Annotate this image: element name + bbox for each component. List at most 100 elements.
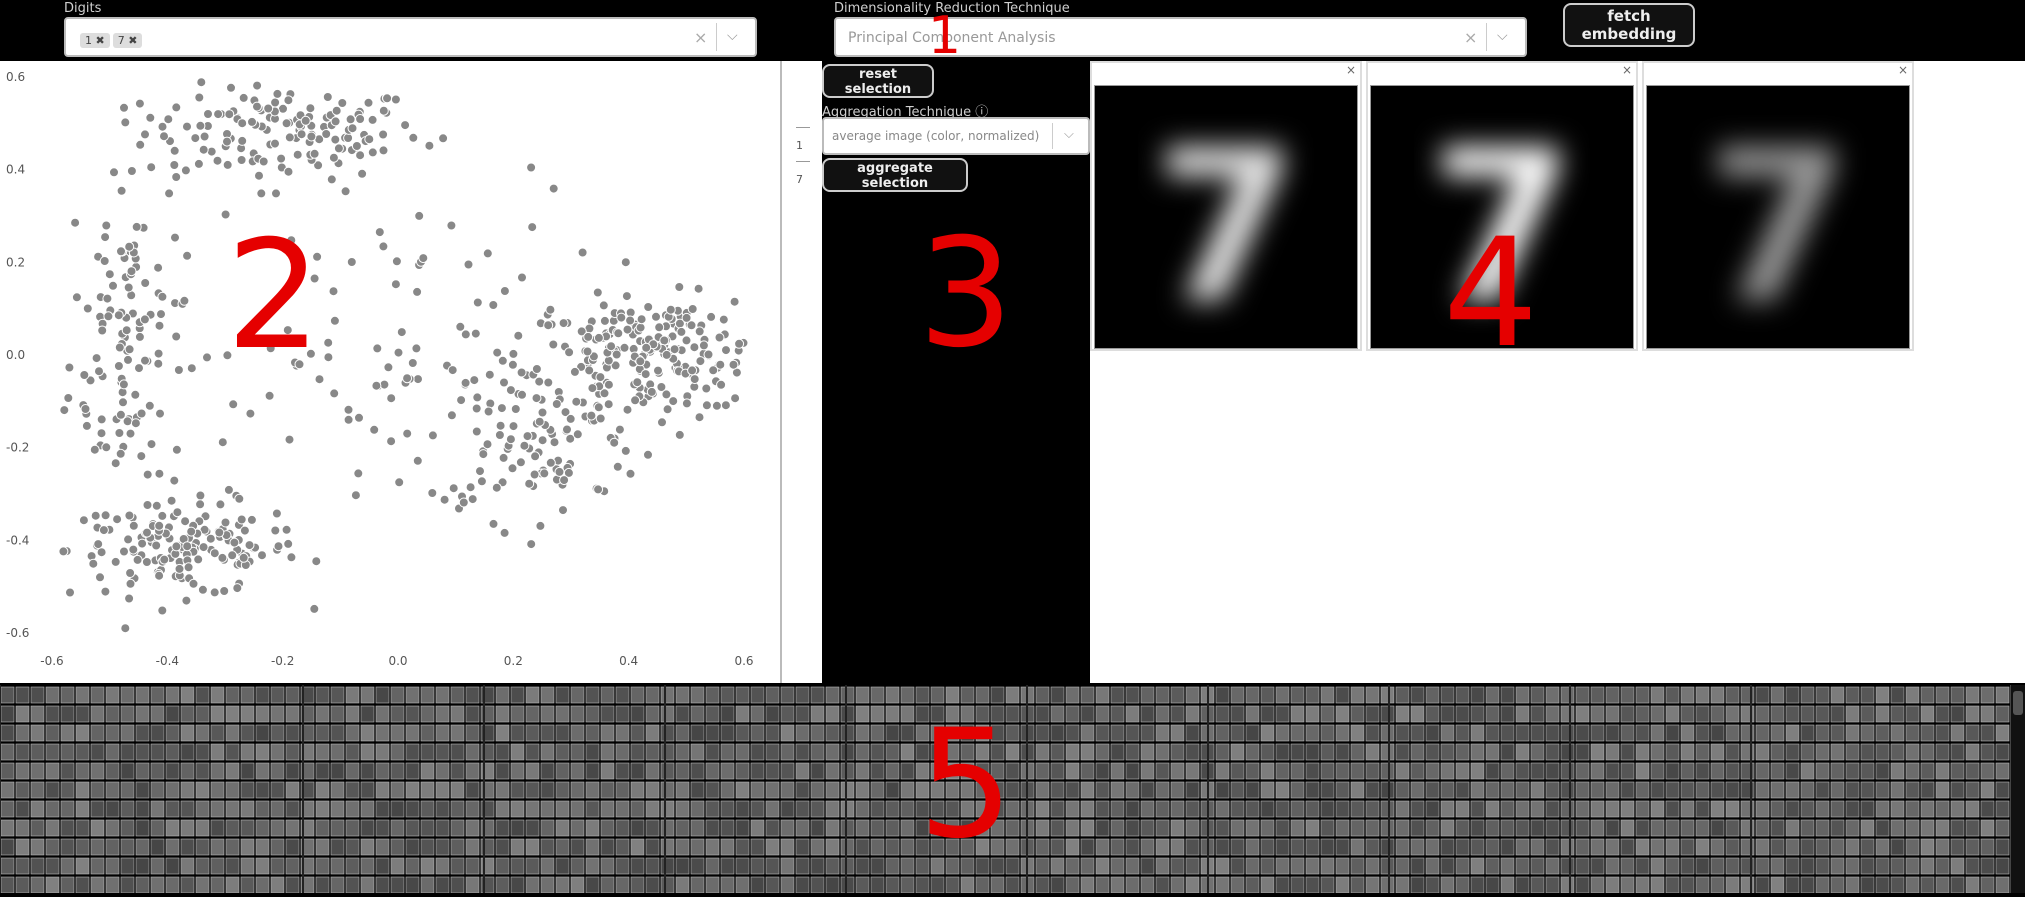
digit-thumbnail[interactable] (885, 705, 900, 723)
digit-thumbnail[interactable] (1980, 819, 1995, 837)
digit-thumbnail[interactable] (540, 857, 555, 875)
digit-thumbnail[interactable] (1215, 857, 1230, 875)
digit-thumbnail[interactable] (570, 762, 585, 780)
digit-thumbnail[interactable] (30, 876, 45, 894)
digit-thumbnail[interactable] (465, 743, 480, 761)
digit-thumbnail[interactable] (465, 705, 480, 723)
scatter-point[interactable] (390, 279, 401, 290)
digit-thumbnail[interactable] (795, 705, 810, 723)
scatter-point[interactable] (715, 359, 726, 370)
scatter-point[interactable] (59, 405, 70, 416)
scatter-point[interactable] (134, 98, 145, 109)
digit-thumbnail[interactable] (375, 705, 390, 723)
digit-thumbnail[interactable] (285, 819, 300, 837)
digit-thumbnail[interactable] (1530, 781, 1545, 799)
digit-thumbnail[interactable] (375, 857, 390, 875)
scatter-point[interactable] (132, 554, 143, 565)
digit-thumbnail[interactable] (75, 781, 90, 799)
digit-thumbnail[interactable] (1230, 743, 1245, 761)
scatter-point[interactable] (179, 295, 190, 306)
digit-thumbnail[interactable] (315, 857, 330, 875)
scatter-point[interactable] (535, 520, 546, 531)
scatter-point[interactable] (643, 449, 653, 460)
digit-thumbnail[interactable] (1455, 819, 1470, 837)
digit-thumbnail[interactable] (60, 686, 75, 704)
scatter-point[interactable] (505, 385, 516, 396)
digit-thumbnail[interactable] (1260, 857, 1275, 875)
digit-thumbnail[interactable] (975, 762, 990, 780)
digit-thumbnail[interactable] (1530, 819, 1545, 837)
scatter-point[interactable] (485, 398, 496, 409)
digit-thumbnail[interactable] (1440, 743, 1455, 761)
scatter-point[interactable] (488, 518, 499, 529)
digit-thumbnail[interactable] (240, 857, 255, 875)
scatter-point[interactable] (531, 393, 542, 404)
digit-thumbnail[interactable] (540, 876, 555, 894)
digit-thumbnail[interactable] (1140, 838, 1155, 856)
scatter-point[interactable] (427, 430, 438, 441)
scatter-point[interactable] (284, 434, 295, 445)
digit-thumbnail[interactable] (390, 781, 405, 799)
digit-thumbnail[interactable] (1650, 876, 1665, 894)
scatter-point[interactable] (471, 426, 482, 437)
digit-thumbnail[interactable] (1005, 743, 1020, 761)
scatter-point[interactable] (120, 623, 131, 634)
scatter-point[interactable] (119, 102, 129, 113)
digit-thumbnail[interactable] (0, 762, 15, 780)
digit-thumbnail[interactable] (300, 686, 315, 704)
scatter-point[interactable] (456, 395, 467, 406)
digit-thumbnail[interactable] (1050, 857, 1065, 875)
scatter-point[interactable] (382, 93, 393, 104)
digit-thumbnail[interactable] (540, 781, 555, 799)
digit-thumbnail[interactable] (1335, 857, 1350, 875)
digit-thumbnail[interactable] (210, 800, 225, 818)
digit-thumbnail[interactable] (1785, 781, 1800, 799)
digit-thumbnail[interactable] (75, 743, 90, 761)
digit-thumbnail[interactable] (1830, 762, 1845, 780)
digit-thumbnail[interactable] (465, 838, 480, 856)
digit-thumbnail[interactable] (210, 724, 225, 742)
digit-thumbnail[interactable] (1170, 800, 1185, 818)
digit-thumbnail[interactable] (135, 857, 150, 875)
digit-thumbnail[interactable] (1245, 838, 1260, 856)
digit-thumbnail[interactable] (1230, 781, 1245, 799)
digit-thumbnail[interactable] (1320, 876, 1335, 894)
digit-thumbnail[interactable] (1710, 857, 1725, 875)
digit-thumbnail[interactable] (120, 819, 135, 837)
scatter-point[interactable] (681, 335, 692, 346)
digit-thumbnail[interactable] (1245, 762, 1260, 780)
scatter-point[interactable] (64, 362, 75, 373)
scatter-point[interactable] (153, 262, 164, 273)
scatter-point[interactable] (183, 562, 194, 573)
scatter-point[interactable] (620, 257, 631, 268)
scatter-point[interactable] (519, 440, 530, 451)
digit-thumbnail[interactable] (1530, 838, 1545, 856)
digit-thumbnail[interactable] (1770, 857, 1785, 875)
digit-thumbnail[interactable] (510, 819, 525, 837)
digit-thumbnail[interactable] (105, 762, 120, 780)
scatter-point[interactable] (186, 526, 197, 537)
scatter-point[interactable] (199, 131, 210, 142)
digit-thumbnail[interactable] (1695, 762, 1710, 780)
scatter-point[interactable] (632, 377, 643, 388)
digit-thumbnail[interactable] (1710, 762, 1725, 780)
digit-thumbnail[interactable] (450, 705, 465, 723)
digit-thumbnail[interactable] (330, 819, 345, 837)
scatter-point[interactable] (609, 437, 620, 448)
digit-thumbnail[interactable] (1740, 762, 1755, 780)
digit-thumbnail[interactable] (1470, 838, 1485, 856)
scatter-point[interactable] (212, 155, 223, 166)
digit-thumbnail[interactable] (855, 819, 870, 837)
digit-thumbnail[interactable] (1770, 838, 1785, 856)
digit-thumbnail[interactable] (1335, 762, 1350, 780)
digit-thumbnail[interactable] (375, 838, 390, 856)
digit-thumbnail[interactable] (900, 857, 915, 875)
digit-thumbnail[interactable] (450, 857, 465, 875)
digit-thumbnail[interactable] (1275, 686, 1290, 704)
digit-thumbnail[interactable] (705, 686, 720, 704)
digit-thumbnail[interactable] (990, 800, 1005, 818)
digit-thumbnail[interactable] (435, 781, 450, 799)
scatter-point[interactable] (517, 272, 527, 283)
digit-thumbnail[interactable] (75, 838, 90, 856)
digit-thumbnail[interactable] (420, 724, 435, 742)
